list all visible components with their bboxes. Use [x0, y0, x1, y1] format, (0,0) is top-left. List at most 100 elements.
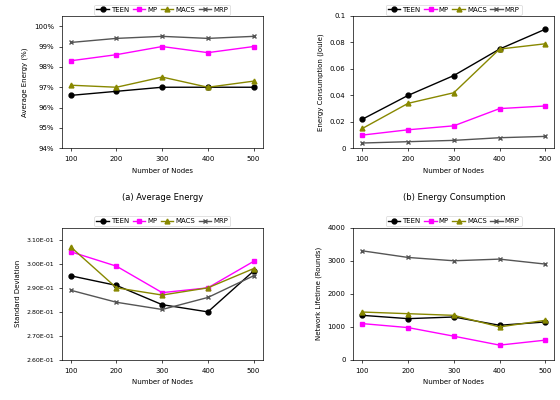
MACS — [250, 79, 257, 84]
MRP — [359, 141, 366, 146]
MACS — [359, 310, 366, 314]
X-axis label: Number of Nodes: Number of Nodes — [423, 379, 484, 385]
MACS — [359, 126, 366, 131]
TEEN — [113, 283, 120, 288]
MRP — [359, 248, 366, 253]
MP — [405, 325, 412, 330]
Y-axis label: Standard Deviation: Standard Deviation — [15, 260, 21, 328]
Line: TEEN: TEEN — [360, 27, 548, 122]
TEEN — [67, 93, 74, 98]
MP — [250, 259, 257, 264]
Line: TEEN: TEEN — [68, 85, 256, 98]
Line: MP: MP — [360, 104, 548, 138]
MP — [67, 58, 74, 63]
MACS — [204, 85, 211, 90]
Line: MACS: MACS — [68, 75, 256, 90]
MRP — [405, 139, 412, 144]
Line: MP: MP — [68, 249, 256, 295]
MACS — [159, 293, 166, 298]
MP — [67, 249, 74, 254]
MACS — [159, 75, 166, 80]
MP — [204, 50, 211, 55]
MRP — [159, 307, 166, 312]
MACS — [496, 324, 503, 329]
MRP — [67, 40, 74, 45]
MRP — [113, 36, 120, 41]
Line: MRP: MRP — [360, 134, 548, 146]
Line: MRP: MRP — [360, 248, 548, 266]
MRP — [405, 255, 412, 260]
TEEN — [496, 323, 503, 328]
Y-axis label: Energy Consumption (Joule): Energy Consumption (Joule) — [318, 33, 324, 131]
MRP — [450, 258, 457, 263]
MACS — [405, 311, 412, 316]
MRP — [204, 36, 211, 41]
MP — [542, 104, 549, 108]
MACS — [542, 41, 549, 46]
Line: TEEN: TEEN — [360, 313, 548, 328]
MRP — [496, 135, 503, 140]
Line: TEEN: TEEN — [68, 268, 256, 314]
TEEN — [67, 274, 74, 278]
MP — [542, 338, 549, 342]
Legend: TEEN, MP, MACS, MRP: TEEN, MP, MACS, MRP — [94, 4, 230, 15]
MP — [204, 286, 211, 290]
MP — [250, 44, 257, 49]
X-axis label: Number of Nodes: Number of Nodes — [132, 168, 193, 174]
Line: MACS: MACS — [360, 310, 548, 329]
MACS — [67, 244, 74, 249]
TEEN — [450, 73, 457, 78]
TEEN — [450, 314, 457, 319]
TEEN — [113, 89, 120, 94]
MACS — [113, 85, 120, 90]
TEEN — [250, 85, 257, 90]
X-axis label: Number of Nodes: Number of Nodes — [132, 379, 193, 385]
MACS — [542, 318, 549, 323]
TEEN — [359, 313, 366, 318]
MP — [405, 127, 412, 132]
MRP — [113, 300, 120, 305]
MP — [359, 133, 366, 138]
TEEN — [204, 310, 211, 314]
Legend: TEEN, MP, MACS, MRP: TEEN, MP, MACS, MRP — [94, 216, 230, 226]
MP — [159, 44, 166, 49]
TEEN — [542, 27, 549, 32]
MRP — [542, 262, 549, 266]
MACS — [450, 90, 457, 95]
Title: (b) Energy Consumption: (b) Energy Consumption — [403, 192, 505, 202]
MP — [359, 321, 366, 326]
MP — [113, 52, 120, 57]
MRP — [496, 257, 503, 262]
MACS — [67, 83, 74, 88]
MRP — [250, 274, 257, 278]
TEEN — [204, 85, 211, 90]
Legend: TEEN, MP, MACS, MRP: TEEN, MP, MACS, MRP — [386, 4, 522, 15]
TEEN — [542, 320, 549, 324]
MACS — [204, 286, 211, 290]
MACS — [250, 266, 257, 271]
Legend: TEEN, MP, MACS, MRP: TEEN, MP, MACS, MRP — [386, 216, 522, 226]
Line: MACS: MACS — [360, 41, 548, 131]
MP — [159, 290, 166, 295]
Line: MP: MP — [360, 321, 548, 348]
Line: MRP: MRP — [68, 34, 256, 45]
MRP — [204, 295, 211, 300]
MACS — [405, 101, 412, 106]
MRP — [450, 138, 457, 143]
Title: (a) Average Energy: (a) Average Energy — [122, 192, 203, 202]
Line: MRP: MRP — [68, 273, 256, 312]
TEEN — [159, 302, 166, 307]
MP — [450, 334, 457, 338]
MRP — [542, 134, 549, 139]
Y-axis label: Average Energy (%): Average Energy (%) — [22, 48, 29, 117]
MRP — [159, 34, 166, 39]
TEEN — [159, 85, 166, 90]
TEEN — [359, 117, 366, 122]
TEEN — [250, 268, 257, 273]
MP — [496, 343, 503, 348]
TEEN — [496, 47, 503, 52]
TEEN — [405, 93, 412, 98]
MP — [496, 106, 503, 111]
MACS — [113, 286, 120, 290]
MP — [450, 124, 457, 128]
